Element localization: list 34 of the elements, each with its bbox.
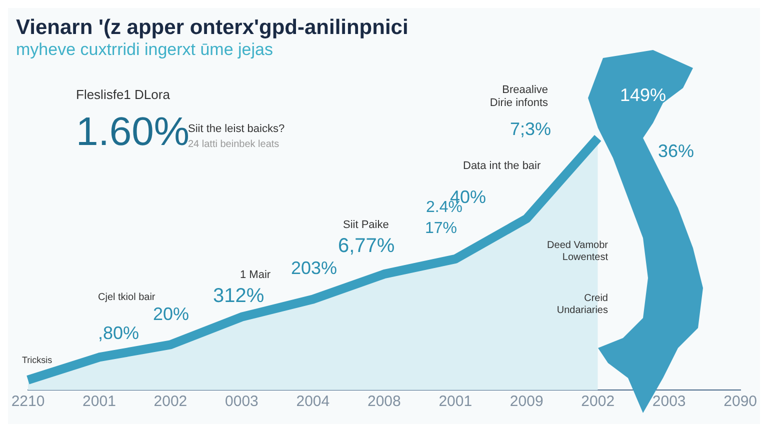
- chart-title: Vienarn '(z apper onterx'gpd-anilinpnici: [16, 16, 408, 40]
- x-tick-label: 2001: [438, 393, 472, 410]
- text: Breaalive Dirie infonts: [488, 84, 548, 110]
- annotation: 20%: [153, 304, 190, 324]
- x-tick-label: 2009: [510, 393, 544, 410]
- text: Siit the leist baicks?: [188, 123, 285, 135]
- annotation: Data int the bair: [463, 160, 541, 172]
- annotation: 1.60%: [76, 110, 190, 154]
- annotation: 1 Mair: [240, 269, 271, 281]
- annotation: 17%: [425, 220, 458, 237]
- x-tick-label: 2090: [724, 393, 758, 410]
- x-tick-label: 2003: [652, 393, 686, 410]
- x-tick-label: 2210: [11, 393, 45, 410]
- annotation: 36%: [658, 141, 694, 161]
- annotation: Tricksis: [22, 355, 52, 365]
- annotation: Siit Paike: [343, 219, 389, 231]
- annotation: Deed Vamobr Lowentest: [546, 240, 608, 264]
- x-tick-label: 2008: [367, 393, 401, 410]
- chart-subtitle: myheve cuxtrridi ingerxt ūme jejas: [16, 40, 273, 60]
- x-tick-label: 2002: [154, 393, 188, 410]
- text: 149%: [620, 85, 666, 105]
- annotation: 312%: [213, 285, 264, 307]
- annotation: 203%: [291, 258, 338, 278]
- x-tick-label: 2002: [581, 393, 615, 410]
- annotation: Cjel tkiol bair: [98, 292, 156, 303]
- annotation: ,80%: [98, 323, 140, 343]
- text: Fleslisfe1 DLora: [76, 87, 170, 102]
- annotation: 6,77%: [338, 235, 395, 257]
- annotation: 24 latti beinbek leats: [188, 139, 280, 150]
- x-tick-label: 2001: [82, 393, 116, 410]
- annotation: 7;3%: [510, 119, 552, 139]
- x-tick-label: 2004: [296, 393, 330, 410]
- x-tick-label: 0003: [225, 393, 258, 410]
- annotation: Creid Undariaries: [556, 293, 608, 317]
